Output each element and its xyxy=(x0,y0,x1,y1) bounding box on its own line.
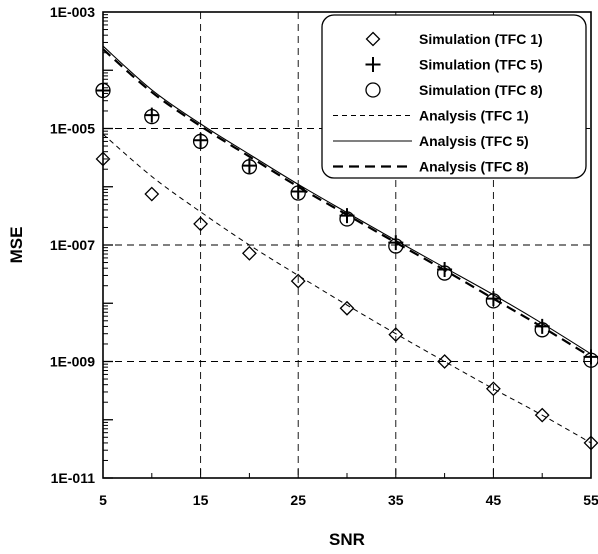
series-5 xyxy=(102,45,592,355)
data-point-plus xyxy=(241,158,257,174)
data-point-circle xyxy=(192,133,209,150)
legend-label: Simulation (TFC 8) xyxy=(419,82,543,98)
legend-label: Simulation (TFC 5) xyxy=(419,57,543,73)
series-1 xyxy=(95,151,598,451)
legend-item: Simulation (TFC 8) xyxy=(365,82,543,98)
legend-marker-circle xyxy=(365,82,381,98)
legend-item: Analysis (TFC 5) xyxy=(333,133,529,149)
plot-frame xyxy=(102,11,592,479)
data-point-diamond xyxy=(388,327,404,342)
data-point-diamond xyxy=(144,186,160,202)
legend-label: Analysis (TFC 1) xyxy=(419,108,529,124)
y-tick-label: 1E-003 xyxy=(50,4,95,20)
x-axis-title: SNR xyxy=(329,530,365,549)
y-tick-label: 1E-007 xyxy=(50,237,95,253)
series-line xyxy=(102,48,592,358)
legend-marker-diamond xyxy=(365,31,381,47)
y-tick-labels: 1E-003 1E-005 1E-007 1E-009 1E-011 xyxy=(50,4,95,486)
data-point-diamond xyxy=(193,216,209,232)
data-point-diamond xyxy=(241,245,257,261)
data-point-circle xyxy=(241,159,258,175)
legend-item: Analysis (TFC 1) xyxy=(333,108,529,124)
legend: Simulation (TFC 1) Simulation (TFC 5) Simu… xyxy=(321,14,587,179)
x-tick-label: 45 xyxy=(486,492,502,508)
legend-label: Simulation (TFC 1) xyxy=(419,31,543,47)
x-tick-label: 15 xyxy=(193,492,209,508)
data-point-circle xyxy=(144,108,160,125)
data-point-plus xyxy=(193,132,209,148)
y-tick-label: 1E-005 xyxy=(50,121,95,137)
series-4 xyxy=(102,133,592,444)
data-point-circle xyxy=(339,211,355,227)
legend-label: Analysis (TFC 5) xyxy=(419,133,529,149)
data-point-circle xyxy=(290,185,306,201)
y-tick-label: 1E-009 xyxy=(50,354,95,370)
data-point-diamond xyxy=(290,273,306,289)
y-axis-title: MSE xyxy=(7,227,26,264)
data-point-circle xyxy=(485,293,502,309)
legend-label: Analysis (TFC 8) xyxy=(419,159,529,175)
legend-item: Analysis (TFC 8) xyxy=(333,159,529,175)
series-line xyxy=(102,45,592,355)
legend-item: Simulation (TFC 5) xyxy=(365,57,543,73)
x-tick-label: 25 xyxy=(290,492,306,508)
x-tick-labels: 5 15 25 35 45 55 xyxy=(99,492,598,508)
legend-marker-plus xyxy=(365,57,381,72)
legend-box xyxy=(321,14,587,179)
legend-item: Simulation (TFC 1) xyxy=(365,31,543,47)
data-point-diamond xyxy=(339,300,355,316)
data-point-circle xyxy=(436,265,453,281)
x-tick-label: 5 xyxy=(99,492,107,508)
series-6 xyxy=(102,48,592,358)
y-tick-label: 1E-011 xyxy=(51,470,96,486)
x-tick-label: 35 xyxy=(388,492,404,508)
series-line xyxy=(102,133,592,444)
x-tick-label: 55 xyxy=(583,492,598,508)
